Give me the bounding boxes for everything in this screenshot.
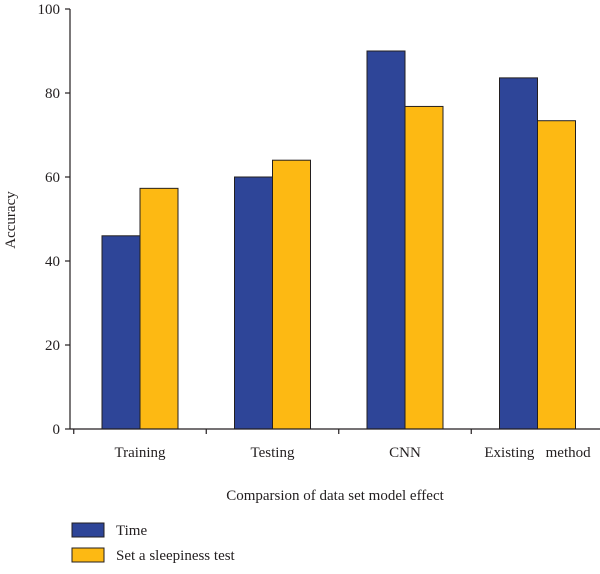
bars-group (102, 51, 576, 429)
bar-sleepiness-0 (140, 188, 178, 429)
x-axis-label: Comparsion of data set model effect (226, 488, 444, 504)
x-tick-label: Training (114, 445, 166, 461)
bar-time-3 (500, 78, 538, 429)
y-tick-label: 80 (45, 86, 60, 102)
y-tick-label: 20 (45, 338, 60, 354)
y-axis-label: Accuracy (3, 191, 19, 249)
legend-label-time: Time (116, 523, 147, 539)
x-tick-label: Testing (251, 445, 295, 461)
bar-sleepiness-1 (273, 160, 311, 429)
bar-sleepiness-2 (405, 106, 443, 429)
legend-swatch-time (72, 523, 104, 537)
bar-time-1 (235, 177, 273, 429)
bar-sleepiness-3 (538, 121, 576, 429)
legend-label-sleepiness: Set a sleepiness test (116, 548, 236, 564)
bar-time-2 (367, 51, 405, 429)
y-tick-label: 60 (45, 170, 60, 186)
x-tick-label: CNN (389, 445, 421, 461)
y-tick-label: 100 (38, 2, 61, 18)
legend: Time Set a sleepiness test (72, 523, 236, 564)
legend-swatch-sleepiness (72, 548, 104, 562)
x-tick-label: Existing method (484, 445, 591, 461)
y-tick-label: 0 (53, 422, 61, 438)
y-tick-label: 40 (45, 254, 60, 270)
bar-time-0 (102, 236, 140, 429)
